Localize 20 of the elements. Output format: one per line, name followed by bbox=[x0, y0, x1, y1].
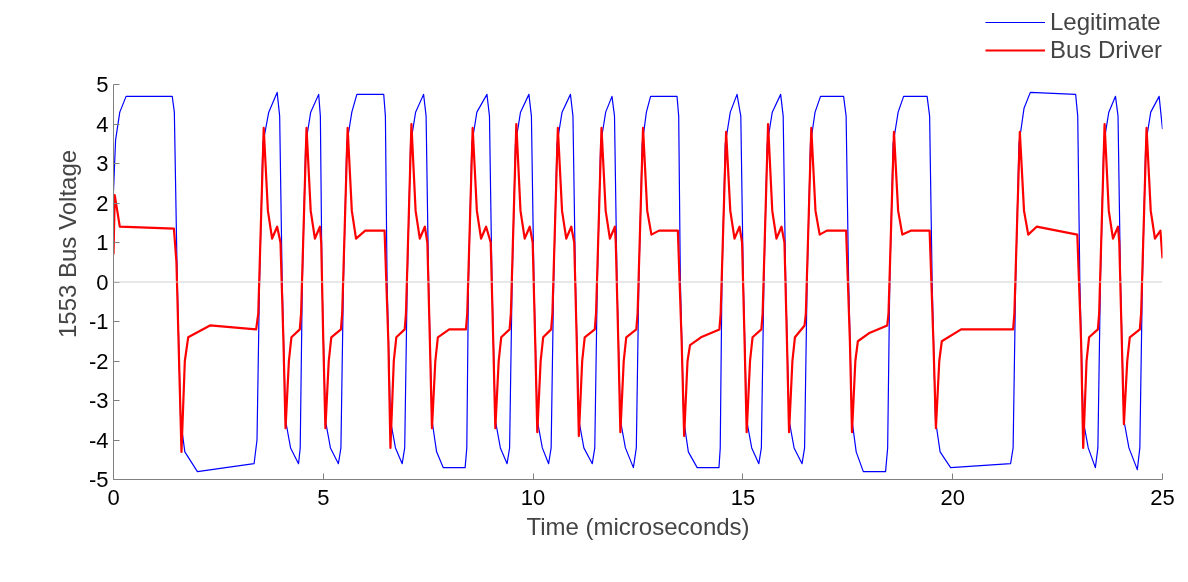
legend-label: Bus Driver bbox=[1049, 36, 1162, 64]
y-tick-label: 5 bbox=[96, 72, 109, 97]
y-tick-label: -2 bbox=[88, 348, 109, 374]
y-tick-label: -4 bbox=[88, 427, 109, 453]
y-axis-title: 1553 Bus Voltage bbox=[53, 149, 81, 339]
y-tick-label: -3 bbox=[88, 388, 109, 413]
x-axis-title: Time (microseconds) bbox=[526, 512, 750, 540]
y-tick-label: 2 bbox=[96, 190, 109, 216]
y-tick-label: 1 bbox=[96, 230, 109, 255]
x-tick-label: 25 bbox=[1150, 484, 1175, 510]
x-tick-label: 5 bbox=[317, 484, 330, 510]
x-tick-label: 15 bbox=[730, 484, 756, 510]
y-tick-label: -5 bbox=[88, 467, 109, 492]
legend-label: Legitimate bbox=[1049, 8, 1161, 36]
y-tick-label: 0 bbox=[96, 269, 109, 295]
x-tick-label: 10 bbox=[520, 484, 546, 510]
x-tick-label: 20 bbox=[940, 484, 965, 510]
y-tick-label: 3 bbox=[96, 151, 109, 176]
y-tick-label: -1 bbox=[88, 309, 109, 334]
y-tick-label: 4 bbox=[96, 111, 109, 137]
